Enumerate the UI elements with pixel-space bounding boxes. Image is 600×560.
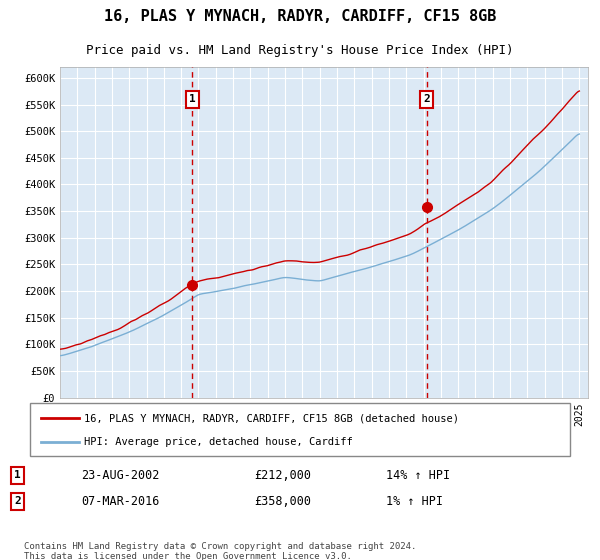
Text: 16, PLAS Y MYNACH, RADYR, CARDIFF, CF15 8GB (detached house): 16, PLAS Y MYNACH, RADYR, CARDIFF, CF15 … [84, 413, 459, 423]
Text: 1: 1 [189, 94, 196, 104]
Text: Price paid vs. HM Land Registry's House Price Index (HPI): Price paid vs. HM Land Registry's House … [86, 44, 514, 57]
Text: Contains HM Land Registry data © Crown copyright and database right 2024.
This d: Contains HM Land Registry data © Crown c… [23, 542, 416, 560]
Text: £358,000: £358,000 [254, 495, 311, 508]
Text: 16, PLAS Y MYNACH, RADYR, CARDIFF, CF15 8GB: 16, PLAS Y MYNACH, RADYR, CARDIFF, CF15 … [104, 10, 496, 24]
Text: 07-MAR-2016: 07-MAR-2016 [81, 495, 160, 508]
Text: 1% ↑ HPI: 1% ↑ HPI [386, 495, 443, 508]
Text: 2: 2 [14, 496, 21, 506]
Text: 2: 2 [423, 94, 430, 104]
Text: 1: 1 [14, 470, 21, 480]
Text: £212,000: £212,000 [254, 469, 311, 482]
Text: 14% ↑ HPI: 14% ↑ HPI [386, 469, 451, 482]
Text: HPI: Average price, detached house, Cardiff: HPI: Average price, detached house, Card… [84, 436, 353, 446]
FancyBboxPatch shape [30, 403, 570, 456]
Text: 23-AUG-2002: 23-AUG-2002 [81, 469, 160, 482]
